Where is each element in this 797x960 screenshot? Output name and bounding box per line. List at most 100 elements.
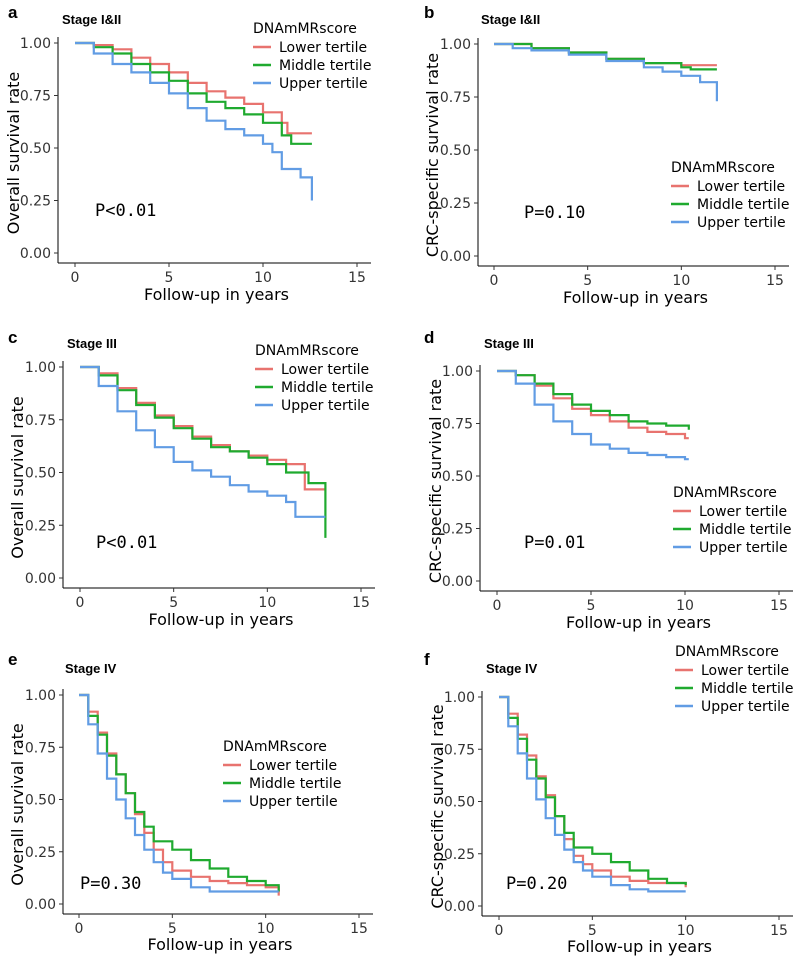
legend-title: DNAmMRscore bbox=[675, 644, 779, 660]
x-tick-label: 10 bbox=[254, 270, 272, 286]
x-tick-label: 5 bbox=[169, 595, 178, 611]
legend: DNAmMRscore Lower tertile Middle tertile Up… bbox=[675, 644, 793, 715]
chart-panel-a: a Stage I&II 0 5 10 15 0.00 0.25 0.50 0.75 1.00 Fol… bbox=[4, 3, 371, 304]
y-tick-label: 0.50 bbox=[440, 143, 471, 159]
legend-entry-lower: Lower tertile bbox=[699, 504, 787, 520]
legend-entry-lower: Lower tertile bbox=[701, 663, 789, 679]
y-tick-label: 0.50 bbox=[20, 141, 51, 157]
legend-entry-lower: Lower tertile bbox=[249, 758, 337, 774]
survival-curve-upper bbox=[75, 41, 313, 201]
y-tick-label: 0.75 bbox=[20, 89, 51, 105]
chart-panel-e: e Stage IV 0 5 10 15 0.00 0.25 0.50 0.75 1.00 Follo… bbox=[8, 650, 373, 954]
legend-entry-middle: Middle tertile bbox=[699, 522, 791, 538]
x-tick-label: 10 bbox=[257, 921, 275, 937]
x-tick-label: 5 bbox=[165, 270, 174, 286]
y-tick-label: 0.75 bbox=[444, 742, 475, 758]
y-tick-label: 1.00 bbox=[440, 37, 471, 53]
x-tick-label: 0 bbox=[493, 598, 502, 614]
legend-entry-upper: Upper tertile bbox=[699, 540, 788, 556]
legend: DNAmMRscore Lower tertile Middle tertile Up… bbox=[255, 343, 373, 414]
y-tick-label: 0.50 bbox=[25, 466, 56, 482]
panel-letter: f bbox=[424, 650, 430, 669]
x-tick-label: 15 bbox=[348, 270, 366, 286]
x-axis-label: Follow-up in years bbox=[148, 610, 293, 629]
y-axis-label: CRC-specific survival rate bbox=[423, 53, 442, 257]
p-value: P=0.10 bbox=[524, 203, 585, 223]
stage-label: Stage IV bbox=[65, 661, 117, 676]
x-tick-label: 15 bbox=[766, 273, 784, 289]
y-tick-label: 0.75 bbox=[25, 740, 56, 756]
y-tick-label: 0.25 bbox=[442, 522, 473, 538]
x-tick-label: 5 bbox=[583, 273, 592, 289]
panel-letter: b bbox=[424, 3, 434, 22]
x-tick-label: 10 bbox=[672, 273, 690, 289]
p-value: P=0.20 bbox=[506, 874, 567, 894]
chart-panel-c: c Stage III 0 5 10 15 0.00 0.25 0.50 0.75 1.00 Foll… bbox=[8, 328, 375, 629]
survival-curve-middle bbox=[499, 695, 687, 886]
y-tick-label: 0.75 bbox=[25, 413, 56, 429]
x-tick-label: 0 bbox=[71, 270, 80, 286]
x-axis-label: Follow-up in years bbox=[566, 613, 711, 632]
stage-label: Stage III bbox=[67, 336, 117, 351]
x-tick-label: 0 bbox=[75, 921, 84, 937]
y-tick-label: 1.00 bbox=[25, 688, 56, 704]
legend: DNAmMRscore Lower tertile Middle tertile Up… bbox=[253, 21, 371, 92]
x-tick-label: 15 bbox=[770, 923, 788, 939]
legend-entry-middle: Middle tertile bbox=[701, 681, 793, 697]
legend-entry-middle: Middle tertile bbox=[697, 197, 789, 213]
y-tick-label: 0.25 bbox=[20, 194, 51, 210]
x-axis-label: Follow-up in years bbox=[147, 935, 292, 954]
legend: DNAmMRscore Lower tertile Middle tertile Up… bbox=[673, 485, 791, 556]
legend-entry-upper: Upper tertile bbox=[697, 215, 786, 231]
panel-letter: c bbox=[8, 328, 17, 347]
x-tick-label: 15 bbox=[770, 598, 788, 614]
survival-curve-upper bbox=[80, 365, 326, 518]
survival-curve-upper bbox=[79, 693, 279, 893]
y-tick-label: 0.50 bbox=[442, 469, 473, 485]
legend-entry-middle: Middle tertile bbox=[279, 58, 371, 74]
y-tick-label: 0.75 bbox=[440, 90, 471, 106]
survival-curve-upper bbox=[497, 369, 689, 461]
panel-letter: e bbox=[8, 650, 17, 669]
y-axis-label: Overall survival rate bbox=[8, 723, 27, 886]
survival-curve-upper bbox=[499, 695, 686, 893]
survival-curve-middle bbox=[75, 41, 312, 145]
legend-title: DNAmMRscore bbox=[223, 739, 327, 755]
chart-panel-b: b Stage I&II 0 5 10 15 0.00 0.25 0.50 0.75 1.00 Fol… bbox=[423, 3, 789, 307]
chart-panel-d: d Stage III 0 5 10 15 0.00 0.25 0.50 0.75 1.00 Foll… bbox=[424, 328, 793, 632]
x-axis-label: Follow-up in years bbox=[567, 937, 712, 956]
y-tick-label: 0.25 bbox=[25, 845, 56, 861]
legend-title: DNAmMRscore bbox=[673, 485, 777, 501]
p-value: P=0.30 bbox=[80, 874, 141, 894]
legend-entry-middle: Middle tertile bbox=[249, 776, 341, 792]
y-tick-label: 0.00 bbox=[25, 571, 56, 587]
y-tick-label: 0.00 bbox=[20, 246, 51, 262]
y-tick-label: 0.00 bbox=[440, 249, 471, 265]
panel-letter: a bbox=[8, 3, 18, 22]
y-tick-label: 0.00 bbox=[444, 899, 475, 915]
stage-label: Stage III bbox=[484, 336, 534, 351]
survival-curve-middle bbox=[494, 42, 717, 71]
y-axis-label: CRC-specific survival rate bbox=[428, 704, 447, 908]
survival-curve-lower bbox=[75, 41, 312, 135]
y-tick-label: 1.00 bbox=[442, 364, 473, 380]
legend-entry-upper: Upper tertile bbox=[281, 398, 370, 414]
y-tick-label: 1.00 bbox=[25, 360, 56, 376]
legend-entry-lower: Lower tertile bbox=[281, 362, 369, 378]
stage-label: Stage IV bbox=[486, 661, 538, 676]
legend-entry-upper: Upper tertile bbox=[701, 699, 790, 715]
x-axis-label: Follow-up in years bbox=[144, 285, 289, 304]
legend-title: DNAmMRscore bbox=[253, 21, 357, 37]
x-tick-label: 0 bbox=[76, 595, 85, 611]
chart-panel-f: f Stage IV 0 5 10 15 0.00 0.25 0.50 0.75 1.00 Follo… bbox=[424, 644, 793, 956]
y-tick-label: 1.00 bbox=[444, 690, 475, 706]
x-tick-label: 5 bbox=[587, 598, 596, 614]
y-tick-label: 0.00 bbox=[442, 574, 473, 590]
survival-curve-middle bbox=[80, 365, 327, 538]
x-tick-label: 15 bbox=[350, 921, 368, 937]
y-tick-label: 0.50 bbox=[25, 793, 56, 809]
survival-curve-lower bbox=[499, 695, 687, 888]
legend-title: DNAmMRscore bbox=[671, 160, 775, 176]
y-tick-label: 0.50 bbox=[444, 795, 475, 811]
